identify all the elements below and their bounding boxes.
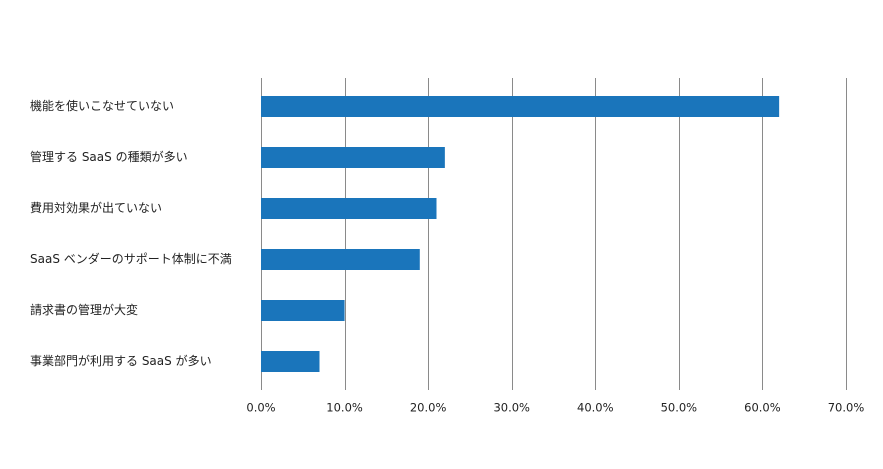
x-tick-label: 20.0% bbox=[410, 401, 447, 415]
bars bbox=[261, 96, 780, 372]
bar bbox=[261, 300, 345, 321]
gridlines bbox=[261, 78, 847, 390]
bar bbox=[261, 147, 445, 168]
x-tick-label: 30.0% bbox=[493, 401, 530, 415]
bar bbox=[261, 249, 420, 270]
bar bbox=[261, 351, 320, 372]
category-label: 管理する SaaS の種類が多い bbox=[30, 149, 188, 164]
category-label: 費用対効果が出ていない bbox=[30, 200, 162, 215]
category-label: 機能を使いこなせていない bbox=[30, 98, 174, 113]
x-axis-tick-labels: 0.0% 10.0% 20.0% 30.0% 40.0% 50.0% 60.0% 70.0% bbox=[246, 401, 864, 415]
bar bbox=[261, 198, 437, 219]
x-tick-label: 0.0% bbox=[246, 401, 275, 415]
x-tick-label: 10.0% bbox=[326, 401, 363, 415]
category-label: 事業部門が利用する SaaS が多い bbox=[30, 353, 212, 368]
category-label: SaaS ベンダーのサポート体制に不満 bbox=[30, 251, 232, 266]
category-label: 請求書の管理が大変 bbox=[30, 302, 138, 317]
x-tick-label: 40.0% bbox=[577, 401, 614, 415]
x-tick-label: 60.0% bbox=[744, 401, 781, 415]
x-tick-label: 70.0% bbox=[828, 401, 865, 415]
bar bbox=[261, 96, 780, 117]
x-tick-label: 50.0% bbox=[661, 401, 698, 415]
